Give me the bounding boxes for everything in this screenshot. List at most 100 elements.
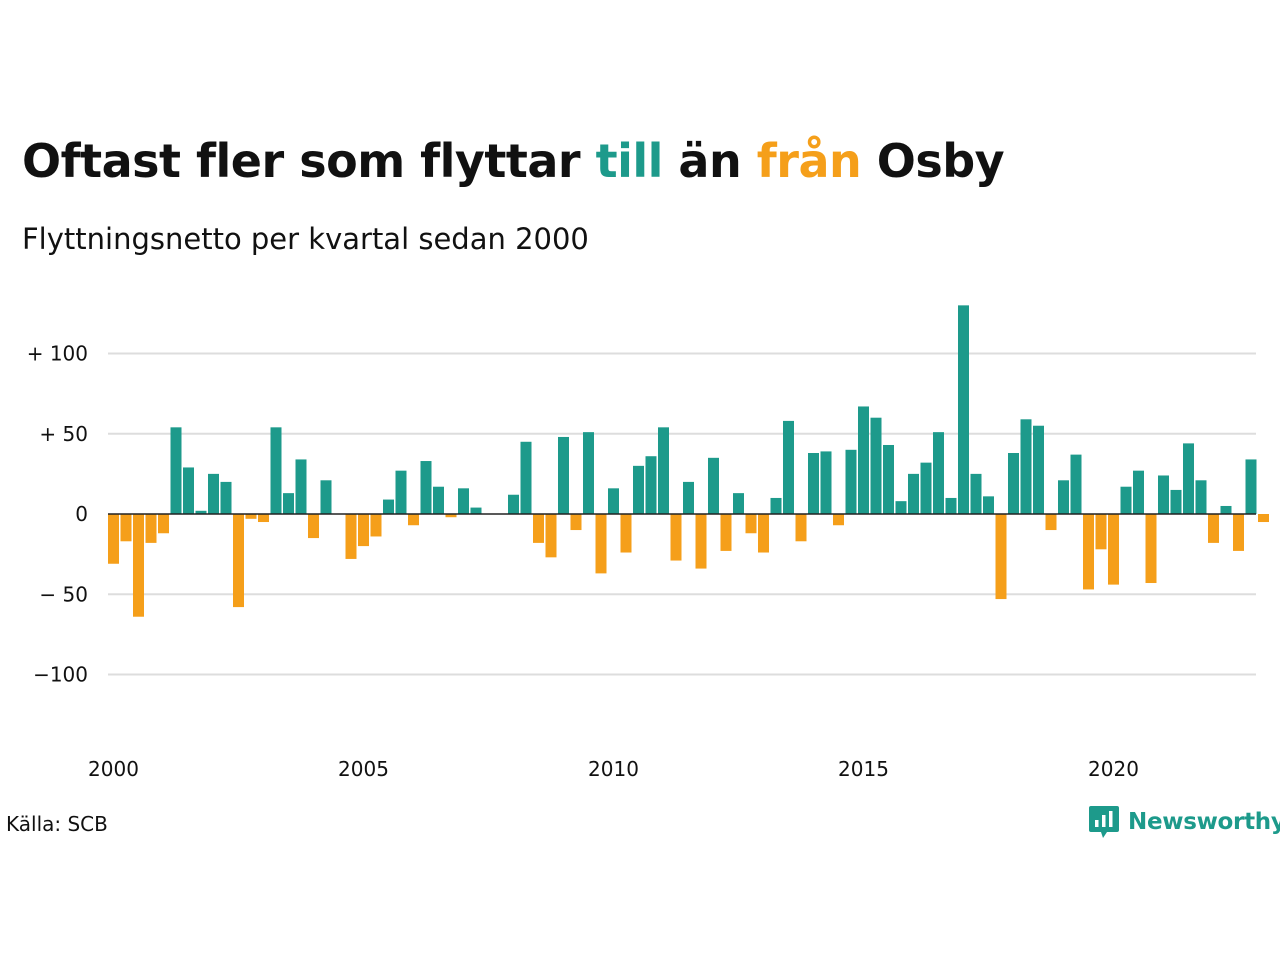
bar bbox=[720, 514, 732, 551]
bar bbox=[708, 457, 719, 514]
bar bbox=[258, 514, 269, 523]
bar bbox=[158, 514, 169, 534]
x-tick-label: 2020 bbox=[1088, 757, 1139, 781]
y-tick-label: + 100 bbox=[27, 342, 88, 366]
grid-lines bbox=[108, 352, 1256, 676]
bar bbox=[1008, 453, 1019, 514]
bar bbox=[1070, 454, 1082, 514]
bar bbox=[320, 480, 332, 514]
bar bbox=[758, 514, 769, 553]
bar bbox=[283, 493, 294, 514]
bar bbox=[1233, 514, 1244, 551]
bar bbox=[545, 514, 557, 558]
bar bbox=[1208, 514, 1219, 543]
bar bbox=[1258, 514, 1269, 523]
bar bbox=[1108, 514, 1119, 585]
y-tick-label: + 50 bbox=[39, 422, 88, 446]
bar bbox=[608, 488, 619, 514]
bar bbox=[445, 514, 457, 518]
title-highlight-till: till bbox=[595, 134, 664, 188]
bar bbox=[1170, 489, 1182, 514]
chart-title: Oftast fler som flyttar till än från Osb… bbox=[22, 134, 1005, 188]
bar bbox=[683, 481, 694, 514]
bar bbox=[733, 493, 744, 514]
bar bbox=[870, 417, 882, 514]
bar bbox=[1245, 459, 1257, 514]
bar bbox=[958, 305, 969, 514]
bar bbox=[770, 497, 782, 514]
bar bbox=[1158, 475, 1169, 514]
bar bbox=[295, 459, 307, 514]
bar bbox=[195, 510, 207, 514]
y-axis-ticks: + 100 + 50 0 − 50 −100 bbox=[27, 342, 88, 687]
bar bbox=[595, 514, 607, 574]
bar bbox=[1058, 480, 1069, 514]
bar bbox=[1095, 514, 1107, 550]
x-axis-ticks: 2000 2005 2010 2015 2020 bbox=[88, 757, 1139, 781]
source-label: Källa: SCB bbox=[6, 812, 108, 836]
bar bbox=[1045, 514, 1057, 531]
bar bbox=[1133, 470, 1144, 514]
bar bbox=[620, 514, 632, 553]
bar bbox=[858, 406, 869, 514]
bar bbox=[895, 501, 907, 514]
bar bbox=[933, 432, 944, 514]
bar bbox=[908, 473, 919, 514]
x-tick-label: 2005 bbox=[338, 757, 389, 781]
bar bbox=[508, 494, 519, 514]
x-tick-label: 2015 bbox=[838, 757, 889, 781]
bar bbox=[433, 486, 444, 514]
bar bbox=[120, 514, 132, 542]
bar bbox=[695, 514, 707, 569]
bar bbox=[583, 432, 594, 514]
bar-chart: + 100 + 50 0 − 50 −100 2000 2005 2010 2015 2020 bbox=[27, 305, 1269, 781]
bar bbox=[808, 453, 819, 514]
bar bbox=[970, 473, 982, 514]
bar bbox=[883, 444, 894, 514]
bar bbox=[1145, 514, 1157, 584]
bar bbox=[1020, 419, 1032, 514]
x-tick-label: 2000 bbox=[88, 757, 139, 781]
title-part-1: Oftast fler som flyttar bbox=[22, 134, 596, 188]
bar bbox=[208, 473, 219, 514]
title-highlight-fran: från bbox=[756, 134, 862, 188]
bar bbox=[308, 514, 319, 539]
bar bbox=[183, 467, 194, 514]
bar bbox=[570, 514, 582, 531]
bar bbox=[520, 441, 532, 514]
bar bbox=[920, 462, 932, 514]
bar bbox=[795, 514, 807, 542]
bar bbox=[170, 427, 182, 514]
x-tick-label: 2010 bbox=[588, 757, 639, 781]
bar bbox=[1183, 443, 1194, 514]
bar bbox=[558, 436, 569, 514]
bar bbox=[408, 514, 419, 526]
title-part-2: än bbox=[662, 134, 757, 188]
bar bbox=[833, 514, 844, 526]
bar bbox=[370, 514, 382, 537]
bar bbox=[358, 514, 369, 547]
bar bbox=[220, 481, 232, 514]
brand-logo[interactable]: Newsworthy bbox=[1088, 804, 1280, 840]
bar bbox=[670, 514, 682, 561]
bar bbox=[783, 420, 794, 514]
bar bbox=[420, 461, 432, 514]
bar bbox=[133, 514, 144, 617]
bar bbox=[1120, 486, 1132, 514]
y-tick-label: 0 bbox=[75, 502, 88, 526]
bar bbox=[533, 514, 544, 543]
bar bbox=[395, 470, 407, 514]
bar bbox=[1033, 425, 1044, 514]
bar bbox=[645, 456, 657, 514]
bar bbox=[1195, 480, 1207, 514]
bar bbox=[945, 497, 957, 514]
bar bbox=[458, 488, 469, 514]
bar bbox=[270, 427, 282, 514]
bar bbox=[245, 514, 257, 519]
bar bbox=[1220, 505, 1232, 514]
bar bbox=[108, 514, 119, 564]
bar bbox=[658, 427, 669, 514]
title-part-3: Osby bbox=[861, 134, 1005, 188]
bars bbox=[108, 305, 1269, 617]
bar bbox=[820, 451, 832, 514]
